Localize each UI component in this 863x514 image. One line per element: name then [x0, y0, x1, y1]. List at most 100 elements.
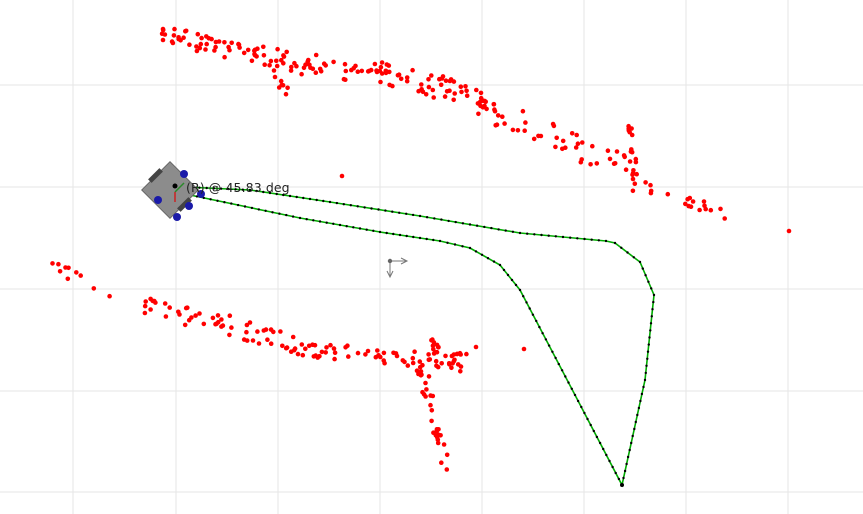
- landmark-point: [289, 64, 294, 70]
- landmark-point: [276, 85, 282, 90]
- trajectory-node: [492, 260, 496, 263]
- trajectory-node: [510, 278, 514, 282]
- landmark-point: [199, 35, 204, 41]
- landmark-point: [201, 321, 207, 327]
- landmark-point: [464, 93, 470, 98]
- landmark-point: [268, 341, 274, 347]
- landmark-point: [375, 348, 380, 353]
- trajectory-node: [241, 188, 244, 191]
- trajectory-node: [288, 194, 292, 198]
- robot-icon[interactable]: [140, 160, 205, 221]
- landmark-point: [170, 40, 176, 46]
- landmark-point: [300, 352, 306, 358]
- landmark-point: [430, 87, 436, 93]
- landmark-point: [177, 312, 182, 317]
- landmark-point: [56, 261, 61, 267]
- landmark-point: [708, 207, 714, 213]
- landmark-point: [323, 350, 329, 355]
- landmark-point: [426, 352, 431, 357]
- trajectory-node: [604, 239, 608, 243]
- landmark-point: [355, 350, 361, 356]
- trajectory-node: [325, 221, 328, 224]
- landmark-point: [324, 345, 329, 350]
- landmark-point: [500, 114, 505, 119]
- landmark-point: [404, 75, 410, 80]
- landmark-point: [431, 95, 437, 100]
- landmark-point: [268, 327, 274, 332]
- landmark-point: [451, 79, 457, 84]
- landmark-point: [163, 314, 169, 319]
- trajectory-node: [356, 205, 359, 208]
- trajectory-node: [602, 447, 605, 451]
- landmark-point: [464, 351, 469, 357]
- trajectory-node: [650, 315, 653, 318]
- landmark-point: [429, 73, 434, 78]
- trajectory-node: [486, 257, 490, 260]
- trajectory-node: [614, 471, 617, 475]
- trajectory-node: [535, 319, 538, 323]
- trajectory-node: [338, 223, 342, 227]
- landmark-point: [463, 84, 468, 89]
- trajectory-node: [652, 293, 656, 297]
- trajectory-node: [590, 238, 593, 241]
- landmark-point: [63, 265, 68, 270]
- trajectory-node: [533, 233, 536, 236]
- landmark-point: [722, 216, 727, 221]
- trajectory-node: [398, 211, 401, 214]
- landmark-point: [452, 357, 457, 363]
- landmark-point: [284, 49, 290, 55]
- landmark-point: [446, 361, 452, 366]
- landmark-point: [441, 442, 447, 447]
- trajectory-node: [637, 406, 641, 410]
- trajectory-node: [620, 246, 623, 249]
- landmark-point: [212, 48, 217, 53]
- landmark-point: [78, 273, 83, 278]
- landmark-point: [331, 59, 336, 65]
- landmark-point: [219, 317, 224, 322]
- trajectory-node: [205, 186, 208, 190]
- landmark-point: [195, 31, 201, 37]
- landmark-point: [74, 270, 79, 275]
- landmark-point: [458, 369, 463, 374]
- landmark-point: [198, 41, 204, 47]
- landmark-point: [648, 182, 653, 188]
- trajectory-node: [264, 209, 267, 212]
- landmark-point: [318, 69, 324, 74]
- landmark-point: [183, 28, 189, 34]
- landmark-point: [176, 36, 181, 42]
- trajectory-node: [447, 219, 450, 223]
- landmark-point: [435, 440, 441, 446]
- trajectory-node: [538, 325, 541, 329]
- trajectory-node: [646, 357, 649, 360]
- trajectory-node: [349, 204, 352, 207]
- landmark-point: [590, 143, 595, 149]
- trajectory-node: [474, 250, 478, 253]
- landmark-point: [379, 71, 385, 76]
- landmark-point: [455, 351, 460, 357]
- landmark-point: [404, 78, 410, 84]
- trajectory-node: [640, 392, 644, 396]
- landmark-point: [594, 161, 600, 166]
- landmark-point: [288, 68, 294, 73]
- landmark-point: [288, 349, 294, 355]
- landmark-point: [427, 357, 433, 362]
- landmark-point: [623, 167, 629, 172]
- trajectory-node: [405, 234, 408, 238]
- trajectory-node: [498, 263, 502, 267]
- landmark-point: [50, 261, 55, 266]
- trajectory-node: [506, 273, 510, 277]
- trajectory-node: [570, 387, 573, 390]
- landmark-point: [197, 45, 203, 51]
- trajectory-node: [630, 441, 633, 445]
- landmark-point: [447, 78, 453, 84]
- landmark-point: [261, 44, 266, 50]
- trajectory-node: [212, 187, 216, 190]
- landmark-point: [424, 387, 429, 392]
- landmark-point: [433, 358, 439, 364]
- landmark-point: [484, 106, 489, 112]
- landmark-point: [160, 26, 166, 32]
- trajectory-node: [592, 429, 595, 433]
- landmark-point: [386, 63, 392, 68]
